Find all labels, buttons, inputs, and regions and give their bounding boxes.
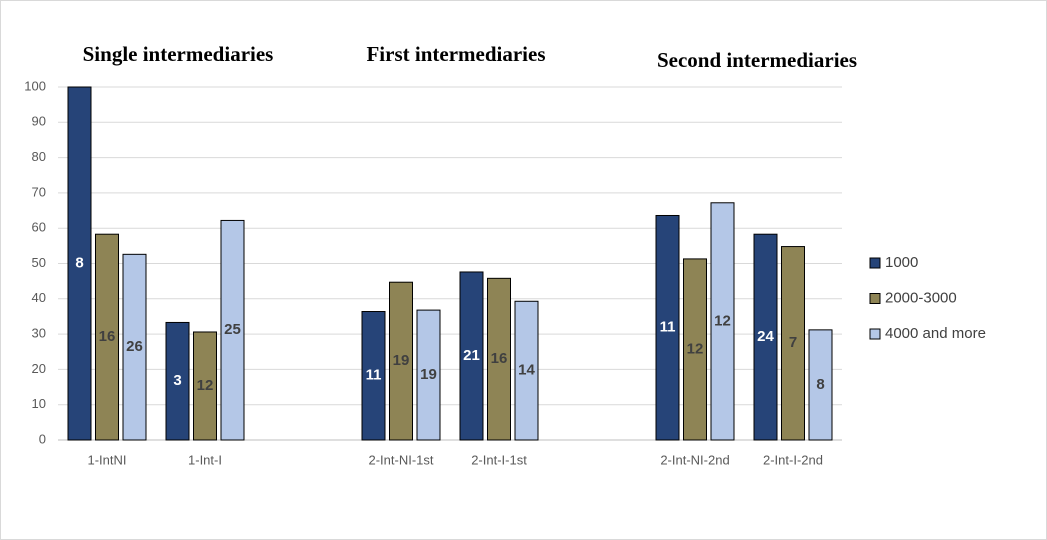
legend-swatch <box>869 328 881 340</box>
count-label: 19 <box>420 366 437 383</box>
bar <box>95 233 119 441</box>
y-tick-label: 20 <box>32 361 46 376</box>
count-label: 11 <box>366 367 382 384</box>
count-label: 8 <box>75 254 83 271</box>
count-label: 12 <box>714 312 731 329</box>
y-tick-label: 30 <box>32 326 46 341</box>
x-tick-label: 2-Int-I-1st <box>471 452 527 467</box>
bar <box>193 331 217 441</box>
legend-label: 2000-3000 <box>885 289 957 306</box>
y-tick-label: 70 <box>32 184 46 199</box>
y-tick-label: 40 <box>32 290 46 305</box>
bar <box>361 311 386 441</box>
count-label: 3 <box>173 372 181 389</box>
y-tick-label: 0 <box>39 431 46 446</box>
count-label: 16 <box>99 328 116 345</box>
x-tick-label: 2-Int-I-2nd <box>763 452 823 467</box>
bar <box>416 309 441 441</box>
y-tick-label: 60 <box>32 220 46 235</box>
count-label: 8 <box>816 376 824 393</box>
bar <box>220 219 245 441</box>
panel-title: Single intermediaries <box>83 42 274 66</box>
count-label: 21 <box>463 347 480 364</box>
bar <box>165 321 190 441</box>
count-label: 19 <box>393 352 410 369</box>
count-label: 16 <box>491 350 508 367</box>
count-label: 25 <box>224 321 241 338</box>
x-tick-label: 1-Int-I <box>188 452 222 467</box>
x-tick-label: 1-IntNI <box>87 452 126 467</box>
bar <box>808 329 833 441</box>
bar <box>683 258 707 441</box>
x-tick-label: 2-Int-NI-2nd <box>660 452 729 467</box>
count-label: 11 <box>660 319 676 336</box>
panel-title: Second intermediaries <box>657 48 857 72</box>
count-label: 7 <box>789 334 797 351</box>
y-tick-label: 100 <box>24 78 46 93</box>
count-label: 12 <box>197 377 214 394</box>
count-label: 26 <box>126 338 143 355</box>
bar <box>122 253 147 441</box>
y-tick-label: 80 <box>32 149 46 164</box>
x-tick-label: 2-Int-NI-1st <box>368 452 433 467</box>
bar <box>710 202 735 441</box>
y-tick-label: 90 <box>32 114 46 129</box>
count-label: 14 <box>518 362 535 379</box>
y-tick-label: 50 <box>32 255 46 270</box>
bar <box>781 246 805 441</box>
legend-swatch <box>869 293 881 304</box>
y-tick-label: 10 <box>32 396 46 411</box>
bar <box>67 86 92 441</box>
count-label: 24 <box>757 328 774 345</box>
legend-label: 1000 <box>885 254 918 271</box>
panel-title: First intermediaries <box>366 42 545 66</box>
legend-swatch <box>869 257 881 269</box>
count-label: 12 <box>687 340 704 357</box>
legend-label: 4000 and more <box>885 325 986 342</box>
bar <box>459 271 484 441</box>
bar <box>487 277 511 441</box>
bar <box>753 233 778 441</box>
bar <box>655 214 680 441</box>
bar <box>514 300 539 441</box>
bar <box>389 281 413 441</box>
